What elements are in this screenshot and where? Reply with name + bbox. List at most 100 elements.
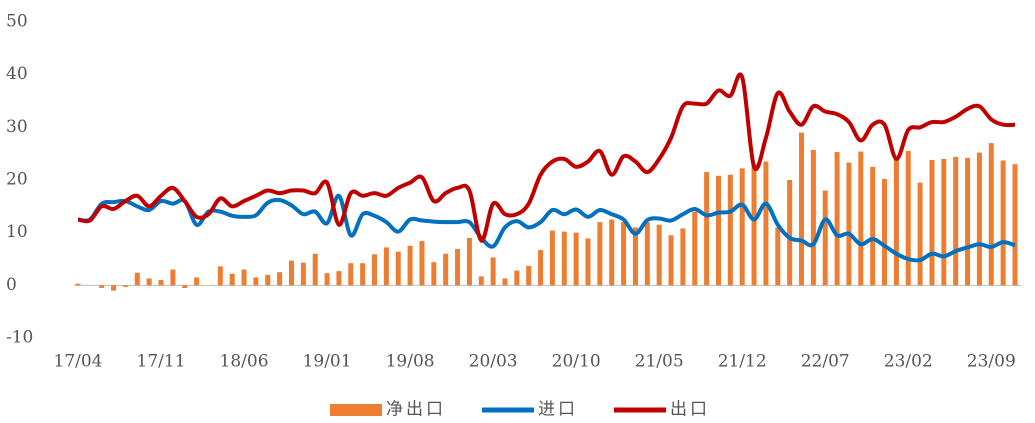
x-tick-label: 20/03 xyxy=(469,352,518,372)
bar xyxy=(372,254,378,286)
x-tick-label: 23/02 xyxy=(884,352,933,372)
bar xyxy=(751,164,757,286)
bar xyxy=(953,156,959,286)
x-tick-label: 18/06 xyxy=(220,352,269,372)
bar xyxy=(538,250,544,286)
x-tick-label: 22/07 xyxy=(801,352,850,372)
bar xyxy=(324,273,330,286)
x-tick-label: 20/10 xyxy=(552,352,601,372)
bar xyxy=(822,190,828,286)
bar xyxy=(704,172,710,286)
x-tick-label: 17/11 xyxy=(137,352,186,372)
bar xyxy=(727,174,733,286)
x-tick-label: 23/09 xyxy=(967,352,1016,372)
bar xyxy=(146,278,152,286)
bar xyxy=(988,143,994,286)
bar xyxy=(810,149,816,286)
bar xyxy=(715,175,721,286)
bar xyxy=(194,277,200,286)
bar xyxy=(395,251,401,286)
bar xyxy=(644,222,650,286)
bar xyxy=(775,227,781,286)
bar xyxy=(122,285,128,287)
bar xyxy=(941,158,947,286)
y-tick-label: 10 xyxy=(6,222,28,242)
bar xyxy=(846,162,852,286)
bar xyxy=(870,166,876,286)
bar xyxy=(490,257,496,286)
bar xyxy=(976,152,982,286)
bar xyxy=(466,237,472,286)
legend-label: 进口 xyxy=(538,400,578,420)
bar xyxy=(917,182,923,286)
bar xyxy=(526,265,532,286)
bar xyxy=(1012,164,1018,286)
bar xyxy=(170,269,176,286)
legend-label: 出口 xyxy=(670,400,710,420)
bar xyxy=(668,235,674,286)
bar xyxy=(419,241,425,286)
bar xyxy=(158,280,164,286)
bar xyxy=(858,151,864,286)
bar xyxy=(407,245,413,286)
bar xyxy=(75,283,81,286)
bar xyxy=(549,230,555,286)
line xyxy=(77,193,1016,263)
bar xyxy=(455,248,461,286)
bar xyxy=(680,228,686,286)
bar xyxy=(965,157,971,286)
x-tick-label: 19/01 xyxy=(303,352,352,372)
y-tick-label: -10 xyxy=(6,328,33,348)
bar xyxy=(609,219,615,286)
bar xyxy=(1000,160,1006,286)
bar xyxy=(597,222,603,286)
bar xyxy=(834,152,840,286)
bar xyxy=(182,285,188,288)
bar xyxy=(787,180,793,286)
bar xyxy=(312,253,318,286)
bar xyxy=(929,159,935,286)
bar xyxy=(478,276,484,286)
bar xyxy=(277,272,283,286)
bar xyxy=(514,270,520,286)
bar xyxy=(253,277,259,286)
bar xyxy=(632,227,638,286)
x-tick-label: 21/05 xyxy=(635,352,684,372)
bar xyxy=(882,178,888,286)
bar xyxy=(443,253,449,286)
bar xyxy=(360,263,366,286)
bar xyxy=(692,211,698,286)
y-tick-label: 0 xyxy=(6,275,17,295)
bar xyxy=(241,269,247,286)
bar xyxy=(905,151,911,286)
bar xyxy=(656,224,662,286)
bar xyxy=(763,161,769,286)
bar xyxy=(431,262,437,286)
bar xyxy=(621,222,627,286)
line xyxy=(77,72,1016,243)
bar xyxy=(265,274,271,286)
bar xyxy=(799,132,805,286)
bar xyxy=(217,266,223,286)
bar xyxy=(383,247,389,286)
bar xyxy=(739,168,745,286)
x-tick-label: 21/12 xyxy=(718,352,767,372)
bar xyxy=(561,231,567,286)
bar xyxy=(336,271,342,286)
bar xyxy=(502,278,508,286)
bar xyxy=(111,285,117,291)
bar xyxy=(99,285,105,288)
bar xyxy=(229,273,235,286)
x-tick-label: 17/04 xyxy=(54,352,103,372)
y-tick-label: 40 xyxy=(6,64,28,84)
y-tick-label: 20 xyxy=(6,170,28,190)
bar xyxy=(893,155,899,286)
legend-label: 净出口 xyxy=(386,400,446,420)
bar xyxy=(585,238,591,286)
bar xyxy=(134,272,140,286)
bar xyxy=(300,262,306,286)
y-tick-label: 50 xyxy=(6,12,28,32)
bar xyxy=(573,232,579,286)
x-tick-label: 19/08 xyxy=(386,352,435,372)
